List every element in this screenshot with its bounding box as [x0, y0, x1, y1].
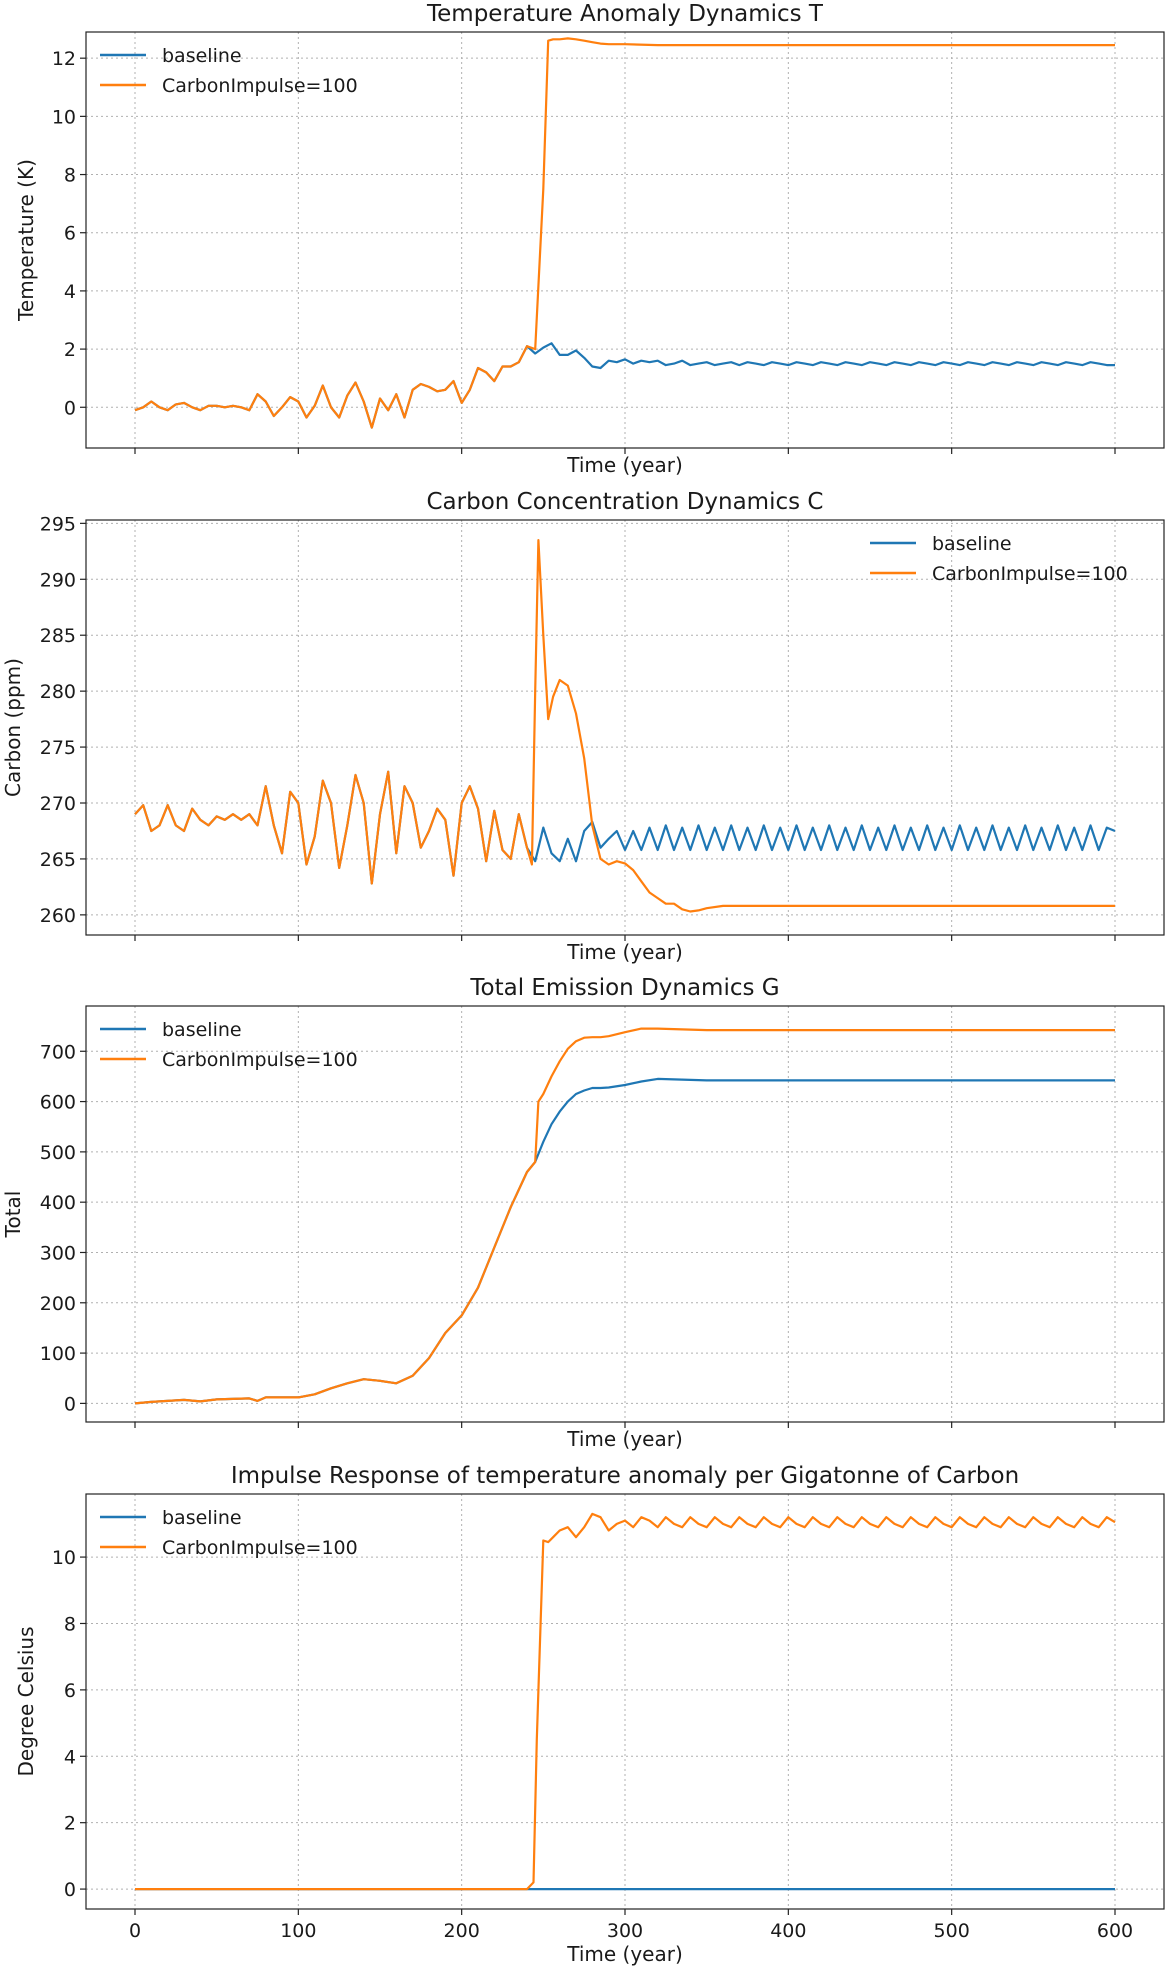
- chart-panel-4: 0 100 200 300 400 500 600 0 2 4 6 8 10 Impulse Respon…: [14, 1463, 1165, 1966]
- y-tick-label: 2: [64, 1813, 76, 1835]
- y-tick-label: 200: [40, 1293, 76, 1315]
- y-tick-label: 260: [40, 905, 76, 927]
- y-tick-label: 300: [40, 1242, 76, 1264]
- x-tick-label: 300: [607, 1920, 643, 1942]
- series-group: [135, 1512, 1116, 1891]
- x-tick-label: 400: [770, 1920, 806, 1942]
- series-line-baseline: [134, 342, 1115, 429]
- y-tick-label: 100: [40, 1343, 76, 1365]
- legend-label: baseline: [162, 45, 242, 67]
- plot-frame: [85, 31, 1165, 449]
- y-tick-label: 0: [64, 1393, 76, 1415]
- y-axis-label: Temperature (K): [14, 159, 38, 322]
- x-tick-label: 0: [129, 1920, 141, 1942]
- y-tick-label: 4: [64, 1746, 76, 1768]
- x-axis-label: Time (year): [566, 453, 683, 477]
- chart-title: Total Emission Dynamics G: [469, 975, 779, 1001]
- y-tick-label: 8: [64, 165, 76, 187]
- y-tick-label: 280: [40, 681, 76, 703]
- legend-label: baseline: [932, 533, 1012, 555]
- legend-label: CarbonImpulse=100: [162, 1537, 358, 1559]
- chart-title: Carbon Concentration Dynamics C: [427, 489, 824, 515]
- y-tick-label: 500: [40, 1142, 76, 1164]
- chart-panel-1: 0 2 4 6 8 10 12 Temperature Anomaly Dynamics T T…: [14, 1, 1165, 477]
- x-tick-label: 200: [444, 1920, 480, 1942]
- x-axis-label: Time (year): [566, 940, 683, 964]
- series-line-carbonimpulse-100: [134, 539, 1115, 913]
- y-tick-label: 0: [64, 397, 76, 419]
- y-tick-label: 275: [40, 737, 76, 759]
- series-line-carbonimpulse-100: [134, 37, 1115, 429]
- y-tick-label: 4: [64, 281, 76, 303]
- series-group: [134, 37, 1115, 429]
- legend-label: baseline: [162, 1019, 242, 1041]
- chart-title: Temperature Anomaly Dynamics T: [426, 1, 824, 27]
- y-tick-label: 6: [64, 1680, 76, 1702]
- chart-panel-2: 260 265 270 275 280 285 290 295 Carbon Concentra…: [1, 489, 1165, 964]
- plot-frame: [85, 519, 1165, 936]
- y-tick-label: 290: [40, 569, 76, 591]
- y-axis-label: Total: [1, 1191, 25, 1239]
- legend: baseline CarbonImpulse=100: [100, 1019, 358, 1071]
- y-tick-label: 12: [52, 48, 76, 70]
- y-tick-label: 2: [64, 339, 76, 361]
- x-axis-label: Time (year): [566, 1942, 683, 1966]
- y-tick-label: 400: [40, 1192, 76, 1214]
- y-tick-label: 700: [40, 1041, 76, 1063]
- y-tick-label: 295: [40, 513, 76, 535]
- y-tick-label: 10: [52, 1547, 76, 1569]
- y-tick-label: 10: [52, 106, 76, 128]
- series-line-carbonimpulse-100: [134, 1027, 1115, 1405]
- y-axis-label: Carbon (ppm): [1, 658, 25, 797]
- legend-label: CarbonImpulse=100: [932, 563, 1128, 585]
- legend: baseline CarbonImpulse=100: [870, 533, 1128, 585]
- y-tick-label: 0: [64, 1879, 76, 1901]
- y-axis-label: Degree Celsius: [14, 1626, 38, 1776]
- series-line-carbonimpulse-100: [135, 1512, 1116, 1891]
- plot-frame: [85, 1005, 1165, 1423]
- series-group: [134, 1027, 1115, 1405]
- chart-title: Impulse Response of temperature anomaly …: [231, 1463, 1019, 1489]
- legend: baseline CarbonImpulse=100: [100, 1507, 358, 1559]
- legend-label: CarbonImpulse=100: [162, 75, 358, 97]
- y-tick-label: 8: [64, 1613, 76, 1635]
- y-tick-label: 270: [40, 793, 76, 815]
- series-group: [134, 539, 1116, 913]
- x-tick-label: 600: [1097, 1920, 1133, 1942]
- x-axis-label: Time (year): [566, 1427, 683, 1451]
- y-tick-label: 600: [40, 1092, 76, 1114]
- x-tick-label: 100: [280, 1920, 316, 1942]
- legend-label: baseline: [162, 1507, 242, 1529]
- y-tick-label: 6: [64, 223, 76, 245]
- legend-label: CarbonImpulse=100: [162, 1049, 358, 1071]
- legend: baseline CarbonImpulse=100: [100, 45, 358, 97]
- y-tick-label: 285: [40, 625, 76, 647]
- x-tick-label: 500: [934, 1920, 970, 1942]
- y-tick-label: 265: [40, 849, 76, 871]
- chart-panel-3: 0 100 200 300 400 500 600 700 Total Emission Dyn…: [1, 975, 1165, 1451]
- plot-frame: [85, 1493, 1165, 1910]
